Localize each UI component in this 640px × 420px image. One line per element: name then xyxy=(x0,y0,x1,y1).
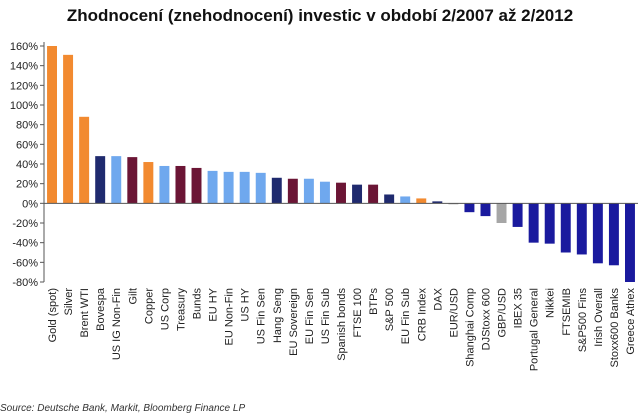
y-tick-label: 100% xyxy=(10,100,38,112)
x-tick-label: DAX xyxy=(432,287,444,310)
bar xyxy=(512,203,523,227)
x-tick-label: FTSEMIB xyxy=(561,288,573,336)
x-tick-label: CRB Index xyxy=(416,288,428,342)
y-tick-label: 0% xyxy=(22,198,38,210)
y-tick-label: -20% xyxy=(12,218,38,230)
x-tick-label: US Fin Sub xyxy=(320,288,332,344)
x-tick-label: Stoxx600 Banks xyxy=(609,288,621,368)
bar xyxy=(384,194,395,204)
chart-title: Zhodnocení (znehodnocení) investic v obd… xyxy=(66,6,574,25)
bar xyxy=(111,156,122,204)
x-tick-label: S&P500 Fins xyxy=(577,288,589,353)
bar xyxy=(95,156,106,204)
bar xyxy=(287,178,298,204)
x-tick-label: IBEX 35 xyxy=(513,288,525,328)
x-tick-label: EU HY xyxy=(208,287,220,321)
x-tick-label: Portugal General xyxy=(529,288,541,371)
x-tick-label: Greece Athex xyxy=(625,288,637,355)
x-tick-label: Silver xyxy=(63,288,75,316)
bar xyxy=(625,203,635,282)
bar xyxy=(592,203,603,264)
bar xyxy=(432,201,443,204)
bar xyxy=(544,203,555,244)
y-tick-label: -40% xyxy=(12,238,38,250)
bar xyxy=(352,184,363,204)
x-tick-label: Brent WTI xyxy=(79,288,91,338)
bar xyxy=(416,198,427,204)
bar xyxy=(400,196,411,204)
x-tick-label: Spanish bonds xyxy=(336,288,348,361)
x-tick-label: EU Non-Fin xyxy=(224,288,236,345)
y-tick-label: 160% xyxy=(10,41,38,53)
bar xyxy=(336,182,346,204)
y-tick-label: 20% xyxy=(16,179,38,191)
bar xyxy=(480,203,491,217)
bar xyxy=(560,203,571,253)
bar xyxy=(239,171,250,204)
bar xyxy=(303,178,314,204)
bar xyxy=(608,203,619,266)
x-tick-label: US IG Non-Fin xyxy=(111,288,123,360)
x-tick-label: Shanghai Comp xyxy=(464,288,476,367)
bar xyxy=(159,165,170,204)
x-tick-label: Gold (spot) xyxy=(47,288,59,342)
bar xyxy=(47,46,57,204)
x-tick-label: EU Fin Sub xyxy=(400,288,412,344)
bar xyxy=(368,184,379,204)
x-tick-label: Treasury xyxy=(175,288,187,331)
bar xyxy=(271,177,282,204)
bar xyxy=(191,167,202,204)
bar xyxy=(175,165,186,204)
x-tick-label: BTPs xyxy=(368,288,380,315)
bar xyxy=(528,203,539,243)
bar xyxy=(127,157,138,204)
bar xyxy=(464,203,475,213)
bar xyxy=(255,172,266,204)
x-tick-label: FTSE 100 xyxy=(352,288,364,338)
x-tick-label: Copper xyxy=(143,288,155,324)
x-tick-label: US Corp xyxy=(159,288,171,330)
bar xyxy=(319,181,330,204)
x-tick-label: EU Fin Sen xyxy=(304,288,316,344)
x-tick-label: EUR/USD xyxy=(448,288,460,338)
bar xyxy=(143,162,154,204)
bar xyxy=(63,54,74,204)
y-tick-label: 140% xyxy=(10,61,38,73)
x-tick-label: Bunds xyxy=(192,288,204,320)
bar xyxy=(79,116,90,204)
source-note: Source: Deutsche Bank, Markit, Bloomberg… xyxy=(0,403,246,414)
x-tick-label: Bovespa xyxy=(95,287,107,331)
x-tick-label: DJStoxx 600 xyxy=(480,288,492,350)
x-tick-label: Nikkei xyxy=(545,288,557,318)
bar xyxy=(223,171,234,204)
x-tick-label: US Fin Sen xyxy=(256,288,268,344)
bar xyxy=(207,170,218,204)
x-tick-label: EU Sovereign xyxy=(288,288,300,356)
y-tick-label: 40% xyxy=(16,159,38,171)
x-tick-label: S&P 500 xyxy=(384,288,396,331)
bar xyxy=(496,203,507,223)
y-tick-label: -60% xyxy=(12,257,38,269)
x-tick-label: GBP/USD xyxy=(497,288,509,338)
y-tick-label: 120% xyxy=(10,80,38,92)
x-tick-label: US HY xyxy=(240,287,252,321)
bar xyxy=(576,203,587,255)
y-tick-label: 80% xyxy=(16,120,38,132)
y-tick-label: 60% xyxy=(16,139,38,151)
x-tick-label: Irish Overall xyxy=(593,288,605,347)
y-tick-label: -80% xyxy=(12,277,38,289)
x-tick-label: Gilt xyxy=(127,288,139,305)
x-tick-label: Hang Seng xyxy=(272,288,284,343)
